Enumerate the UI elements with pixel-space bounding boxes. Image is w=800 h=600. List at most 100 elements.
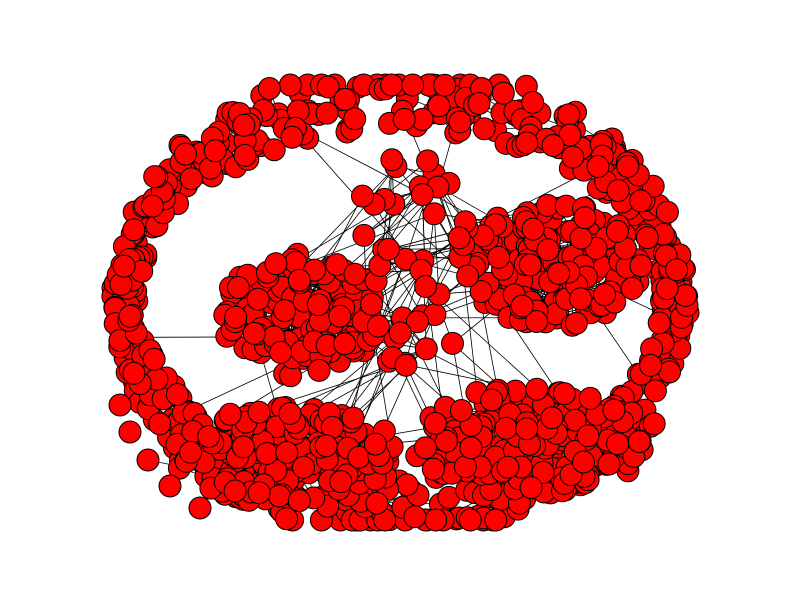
graph-node — [518, 253, 542, 277]
graph-node — [360, 292, 384, 316]
graph-node — [233, 143, 257, 167]
graph-node — [441, 331, 464, 355]
graph-node — [392, 107, 416, 131]
graph-node — [165, 383, 189, 406]
graph-node — [136, 448, 160, 472]
graph-node — [363, 432, 387, 456]
graph-node — [569, 226, 593, 250]
graph-node — [629, 254, 653, 278]
graph-node — [401, 73, 425, 97]
graph-node — [142, 347, 166, 371]
graph-node — [314, 434, 338, 458]
graph-node — [278, 73, 302, 97]
graph-node — [459, 436, 483, 460]
graph-node — [433, 73, 457, 97]
graph-node — [665, 258, 689, 282]
graph-node — [416, 149, 440, 173]
graph-node — [472, 117, 496, 141]
graph-node — [578, 386, 602, 410]
graph-node — [325, 253, 349, 277]
graph-node — [572, 450, 595, 474]
graph-node — [458, 508, 482, 532]
graph-node — [203, 139, 227, 163]
graph-node — [519, 476, 543, 500]
graph-node — [576, 424, 600, 448]
graph-node — [341, 406, 365, 430]
graph-node — [540, 406, 564, 430]
graph-node — [410, 183, 434, 207]
graph-node — [351, 184, 374, 208]
graph-node — [627, 430, 651, 454]
graph-node — [525, 377, 549, 401]
graph-node — [496, 455, 520, 479]
graph-node — [484, 508, 508, 532]
graph-node — [292, 455, 315, 479]
graph-node — [148, 412, 172, 436]
graph-node — [414, 436, 437, 460]
graph-node — [275, 441, 299, 464]
graph-node — [647, 311, 671, 335]
graph-node — [515, 417, 539, 441]
graph-node — [224, 305, 248, 329]
graph-node — [273, 299, 297, 323]
graph-node — [536, 238, 560, 262]
graph-node — [569, 287, 593, 311]
graph-node — [232, 113, 256, 137]
graph-node — [494, 416, 518, 440]
graph-node — [469, 280, 493, 303]
graph-node — [179, 440, 203, 464]
graph-node — [247, 481, 271, 505]
graph-node — [414, 337, 438, 361]
graph-node — [521, 217, 545, 241]
graph-node — [315, 101, 339, 125]
graph-node — [597, 452, 621, 476]
graph-node — [547, 262, 571, 285]
graph-node — [414, 275, 438, 298]
graph-node — [643, 379, 667, 403]
graph-node — [112, 254, 136, 278]
graph-node — [278, 402, 302, 425]
graph-node — [605, 219, 629, 243]
graph-node — [316, 75, 340, 99]
graph-node — [118, 420, 142, 444]
graph-node — [287, 489, 311, 513]
graph-node — [388, 321, 412, 345]
graph-node — [380, 148, 404, 172]
graph-node — [564, 311, 588, 335]
graph-node — [394, 353, 418, 377]
graph-node — [287, 268, 311, 292]
graph-node — [333, 87, 357, 111]
graph-node — [422, 202, 446, 226]
graph-node — [423, 411, 447, 435]
graph-node — [655, 200, 679, 224]
graph-node — [306, 293, 330, 317]
graph-node — [352, 223, 376, 247]
graph-node — [531, 460, 555, 484]
graph-node — [552, 382, 576, 406]
graph-node — [421, 457, 445, 481]
graph-node — [434, 429, 458, 453]
graph-node — [257, 77, 281, 100]
graph-node — [557, 103, 581, 127]
graph-node — [606, 432, 630, 456]
graph-node — [143, 165, 167, 189]
graph-node — [620, 276, 644, 300]
graph-node — [616, 154, 640, 178]
graph-node — [218, 402, 242, 426]
graph-node — [395, 473, 419, 497]
graph-node — [376, 237, 400, 261]
graph-node — [226, 276, 250, 299]
graph-node — [593, 283, 616, 307]
graph-node — [403, 505, 427, 529]
graph-node — [122, 218, 146, 242]
graph-node — [639, 353, 663, 377]
graph-node — [467, 92, 491, 115]
graph-node — [269, 340, 293, 364]
graph-node — [510, 294, 534, 318]
graph-node — [405, 310, 429, 334]
graph-node — [255, 442, 279, 465]
graph-node — [108, 393, 132, 417]
graph-node — [275, 507, 298, 531]
graph-node — [642, 412, 666, 436]
